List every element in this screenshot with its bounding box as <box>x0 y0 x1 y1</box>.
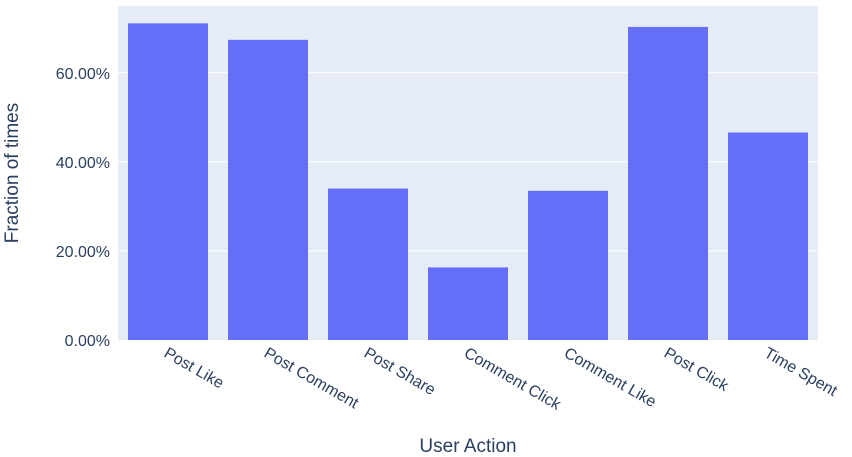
x-tick-label: Comment Click <box>461 345 564 414</box>
bar-post-comment <box>228 39 308 340</box>
x-tick-label: Post Comment <box>261 345 362 413</box>
y-axis-title: Fraction of times <box>2 103 23 243</box>
y-tick-label: 0.00% <box>65 333 110 350</box>
x-tick-label: Post Like <box>161 345 227 393</box>
x-tick-label: Comment Like <box>561 345 659 411</box>
y-tick-label: 40.00% <box>56 155 110 172</box>
bar-time-spent <box>728 132 808 340</box>
x-axis-title: User Action <box>419 436 516 457</box>
x-axis-ticks: Post Like Post Comment Post Share Comment C… <box>161 345 840 414</box>
bar-post-like <box>128 23 208 340</box>
bars <box>128 23 808 341</box>
bar-post-share <box>328 188 408 340</box>
y-tick-label: 60.00% <box>56 66 110 83</box>
x-tick-label: Post Share <box>361 345 438 399</box>
y-axis-ticks: 0.00% 20.00% 40.00% 60.00% <box>56 66 110 350</box>
x-tick-label: Time Spent <box>761 345 840 401</box>
bar-post-click <box>628 26 708 341</box>
y-tick-label: 20.00% <box>56 244 110 261</box>
bar-comment-like <box>528 190 608 340</box>
x-tick-label: Post Click <box>661 345 732 396</box>
bar-comment-click <box>428 267 508 340</box>
